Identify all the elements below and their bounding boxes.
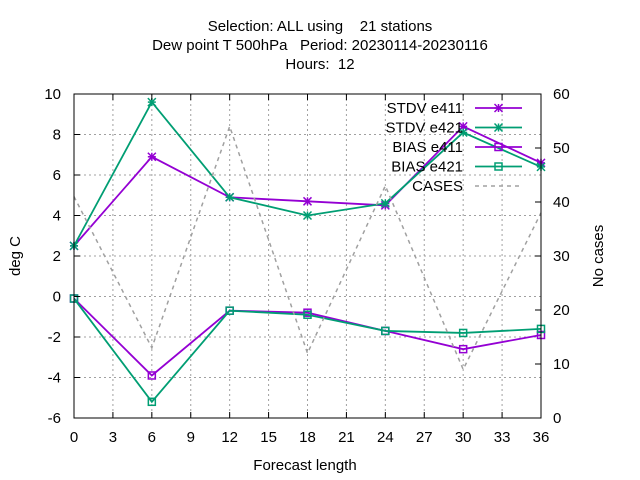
legend-entry: BIAS e411 <box>392 139 522 156</box>
data-point <box>147 97 157 107</box>
legend-entry: CASES <box>412 178 522 195</box>
data-point <box>494 142 503 152</box>
x-tick-label: 18 <box>299 429 316 446</box>
x-axis-label: Forecast length <box>253 457 356 474</box>
legend-entry: STDV e411 <box>387 100 522 117</box>
data-point <box>458 328 468 338</box>
data-point <box>458 344 468 354</box>
series-bias-e411 <box>69 294 546 380</box>
legend-label: CASES <box>412 178 463 195</box>
x-tick-label: 6 <box>148 429 156 446</box>
chart-title-line-2: Dew point T 500hPa Period: 20230114-2023… <box>152 37 488 54</box>
legend-entry: BIAS e421 <box>391 159 522 176</box>
axis-ticks: 0 3 6 9 12 15 18 21 24 27 30 33 36-6-4-2024681001020… <box>44 86 569 446</box>
y2-tick-label: 30 <box>553 248 570 265</box>
legend-entry: STDV e421 <box>385 120 522 137</box>
x-tick-label: 3 <box>109 429 117 446</box>
legend: STDV e411 STDV e421 BIAS e411 BIAS e421 CASE… <box>385 100 522 195</box>
data-point <box>147 152 157 162</box>
chart-title-line-3: Hours: 12 <box>285 56 355 73</box>
x-tick-label: 0 <box>70 429 78 446</box>
series-cases <box>73 124 542 372</box>
legend-label: BIAS e411 <box>392 139 463 156</box>
y-tick-label: 8 <box>53 127 61 144</box>
y2-tick-label: 50 <box>553 140 570 157</box>
x-tick-label: 21 <box>338 429 355 446</box>
y-axis-label: deg C <box>7 236 24 276</box>
data-point <box>302 210 313 221</box>
legend-label: STDV e421 <box>385 120 463 137</box>
y-tick-label: 10 <box>44 86 61 103</box>
y-tick-label: -6 <box>48 410 61 427</box>
x-tick-label: 33 <box>494 429 511 446</box>
data-point <box>147 397 157 407</box>
data-point <box>225 192 235 202</box>
legend-label: STDV e411 <box>387 100 463 117</box>
data-point <box>225 306 234 315</box>
y-tick-label: 0 <box>53 289 61 306</box>
data-point <box>303 310 312 319</box>
data-point <box>493 103 504 113</box>
y-tick-label: 6 <box>53 167 61 184</box>
data-point <box>302 196 313 206</box>
data-point <box>381 326 390 336</box>
y2-tick-label: 10 <box>553 356 570 373</box>
y2-tick-label: 0 <box>553 410 561 427</box>
x-tick-label: 12 <box>221 429 238 446</box>
data-point <box>494 162 503 171</box>
y-tick-label: 2 <box>53 248 61 265</box>
y-tick-label: -4 <box>48 370 61 387</box>
y2-tick-label: 40 <box>553 194 570 211</box>
y2-tick-label: 20 <box>553 302 570 319</box>
series-line <box>73 124 542 372</box>
chart-title-line-1: Selection: ALL using 21 stations <box>207 18 433 35</box>
y2-tick-label: 60 <box>553 86 570 103</box>
legend-label: BIAS e421 <box>391 159 463 176</box>
grid <box>74 94 541 418</box>
data-point <box>458 127 468 138</box>
x-tick-label: 9 <box>187 429 195 446</box>
x-tick-label: 27 <box>416 429 433 446</box>
data-point <box>380 198 390 208</box>
series-line <box>73 297 542 404</box>
x-tick-label: 24 <box>377 429 394 446</box>
y-tick-label: 4 <box>53 208 61 225</box>
data-point <box>147 371 157 380</box>
x-tick-label: 30 <box>455 429 472 446</box>
series-line <box>73 297 542 377</box>
y-tick-label: -2 <box>48 329 61 346</box>
x-tick-label: 15 <box>260 429 277 446</box>
x-tick-label: 36 <box>533 429 550 446</box>
y2-axis-label: No cases <box>590 225 607 288</box>
data-point <box>493 122 504 133</box>
